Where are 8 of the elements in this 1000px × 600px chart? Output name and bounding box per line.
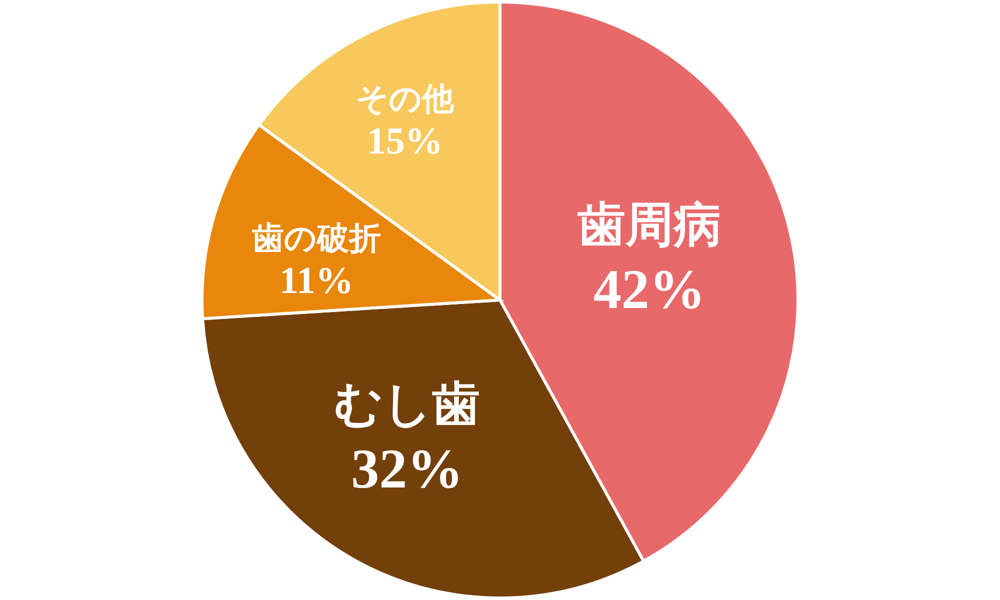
slice-label: むし歯 [334, 378, 480, 432]
slice-label: 歯の破折 [252, 220, 381, 256]
slice-label: 歯周病 [577, 198, 722, 252]
slice-label: その他 [356, 80, 455, 117]
data-label: 11% [280, 260, 354, 302]
data-label: 32% [351, 438, 464, 501]
data-label: 15% [366, 120, 443, 163]
data-label: 42% [593, 258, 706, 321]
